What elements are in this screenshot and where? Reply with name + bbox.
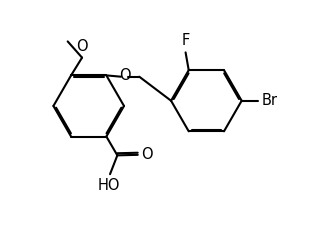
Text: Br: Br xyxy=(262,93,278,108)
Text: O: O xyxy=(141,147,153,162)
Text: F: F xyxy=(181,34,190,48)
Text: O: O xyxy=(76,39,88,54)
Text: O: O xyxy=(119,68,131,83)
Text: HO: HO xyxy=(97,178,120,193)
